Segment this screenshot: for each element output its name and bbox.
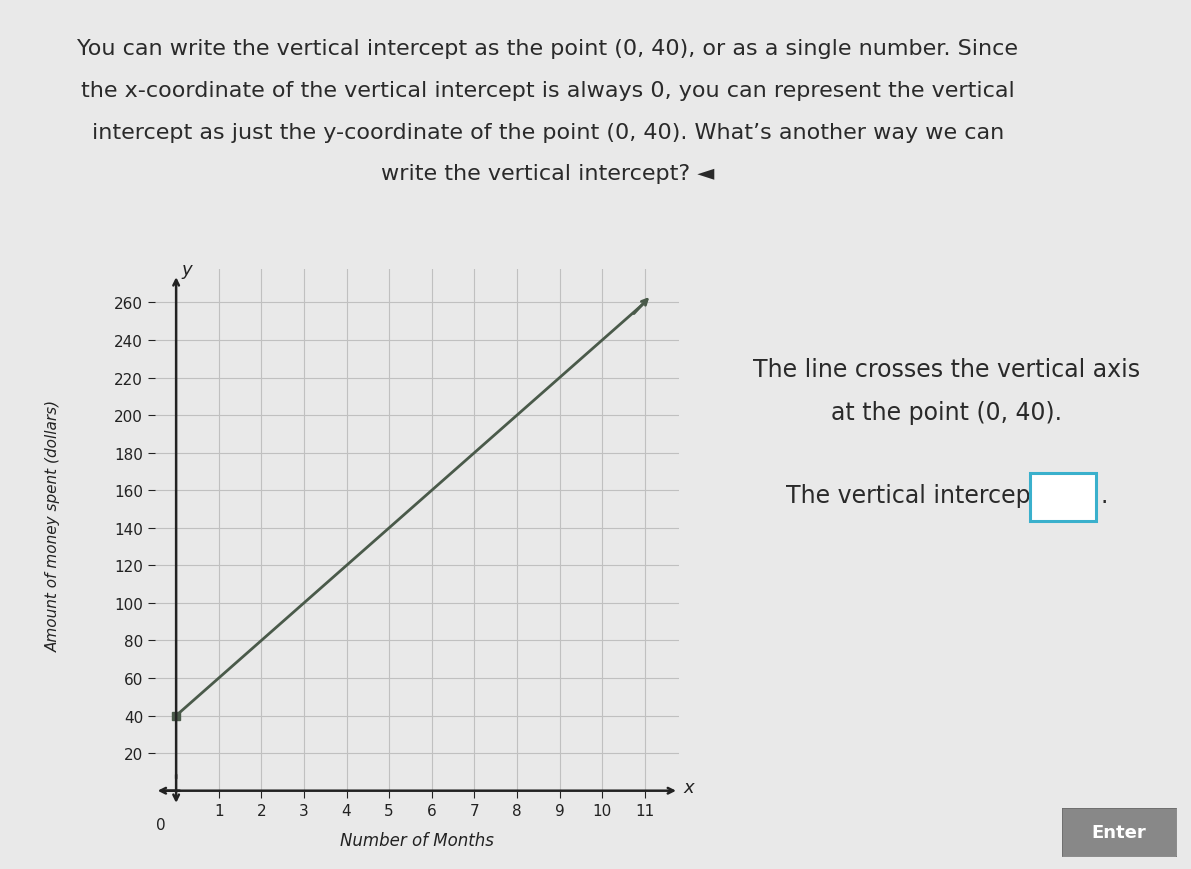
Text: Enter: Enter	[1092, 823, 1146, 841]
Text: at the point (0, 40).: at the point (0, 40).	[831, 401, 1062, 425]
Text: x: x	[684, 778, 693, 796]
Text: the x-coordinate of the vertical intercept is always 0, you can represent the ve: the x-coordinate of the vertical interce…	[81, 81, 1015, 101]
Text: You can write the vertical intercept as the point (0, 40), or as a single number: You can write the vertical intercept as …	[77, 39, 1018, 59]
Text: .: .	[1100, 483, 1108, 507]
Text: intercept as just the y-coordinate of the point (0, 40). What’s another way we c: intercept as just the y-coordinate of th…	[92, 123, 1004, 143]
Text: Enter: Enter	[1092, 823, 1146, 841]
Text: The line crosses the vertical axis: The line crosses the vertical axis	[753, 357, 1141, 381]
Text: Amount of money spent (dollars): Amount of money spent (dollars)	[46, 400, 61, 652]
Text: 0: 0	[156, 817, 166, 832]
X-axis label: Number of Months: Number of Months	[339, 832, 494, 849]
Text: y: y	[181, 261, 192, 279]
Text: The vertical intercept is: The vertical intercept is	[786, 483, 1067, 507]
Text: write the vertical intercept? ◄︎: write the vertical intercept? ◄︎	[381, 164, 715, 184]
